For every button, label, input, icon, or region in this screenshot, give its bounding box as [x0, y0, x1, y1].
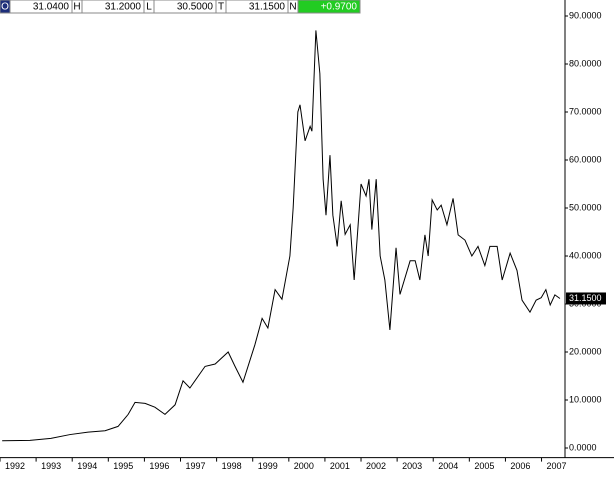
quote-key: N [289, 2, 296, 13]
x-tick-label: 2002 [366, 461, 386, 471]
price-line [2, 30, 561, 442]
y-tick-label: 20.0000 [569, 346, 602, 356]
y-tick-label: 50.0000 [569, 202, 602, 212]
quote-value: +0.9700 [321, 2, 358, 13]
x-tick-label: 2006 [510, 461, 530, 471]
y-tick-label: 40.0000 [569, 250, 602, 260]
x-tick-label: 1992 [5, 461, 25, 471]
x-tick-label: 1999 [258, 461, 278, 471]
x-tick-label: 2000 [294, 461, 314, 471]
quote-value: 31.1500 [249, 2, 286, 13]
quote-value: 30.5000 [177, 2, 214, 13]
last-price-label: 31.1500 [569, 293, 602, 303]
quote-value: 31.0400 [33, 2, 70, 13]
y-tick-label: 0.0000 [569, 442, 597, 452]
x-tick-label: 2001 [330, 461, 350, 471]
last-price-box [566, 292, 606, 305]
quote-value-box [297, 0, 361, 14]
x-tick-label: 1997 [185, 461, 205, 471]
y-tick-label: 70.0000 [569, 106, 602, 116]
y-tick-label: 60.0000 [569, 154, 602, 164]
quote-key: O [1, 2, 9, 13]
x-tick-label: 1996 [149, 461, 169, 471]
x-tick-label: 1993 [41, 461, 61, 471]
x-tick-label: 1998 [222, 461, 242, 471]
y-tick-label: 90.0000 [569, 10, 602, 20]
x-tick-label: 2005 [474, 461, 494, 471]
x-tick-label: 1994 [77, 461, 97, 471]
y-tick-label: 80.0000 [569, 58, 602, 68]
x-tick-label: 2007 [547, 461, 567, 471]
x-tick-label: 2004 [438, 461, 458, 471]
quote-value: 31.2000 [105, 2, 142, 13]
quote-key: L [146, 2, 152, 13]
x-tick-label: 1995 [113, 461, 133, 471]
quote-key: H [73, 2, 80, 13]
x-tick-label: 2003 [402, 461, 422, 471]
y-tick-label: 10.0000 [569, 394, 602, 404]
quote-key: T [218, 2, 224, 13]
